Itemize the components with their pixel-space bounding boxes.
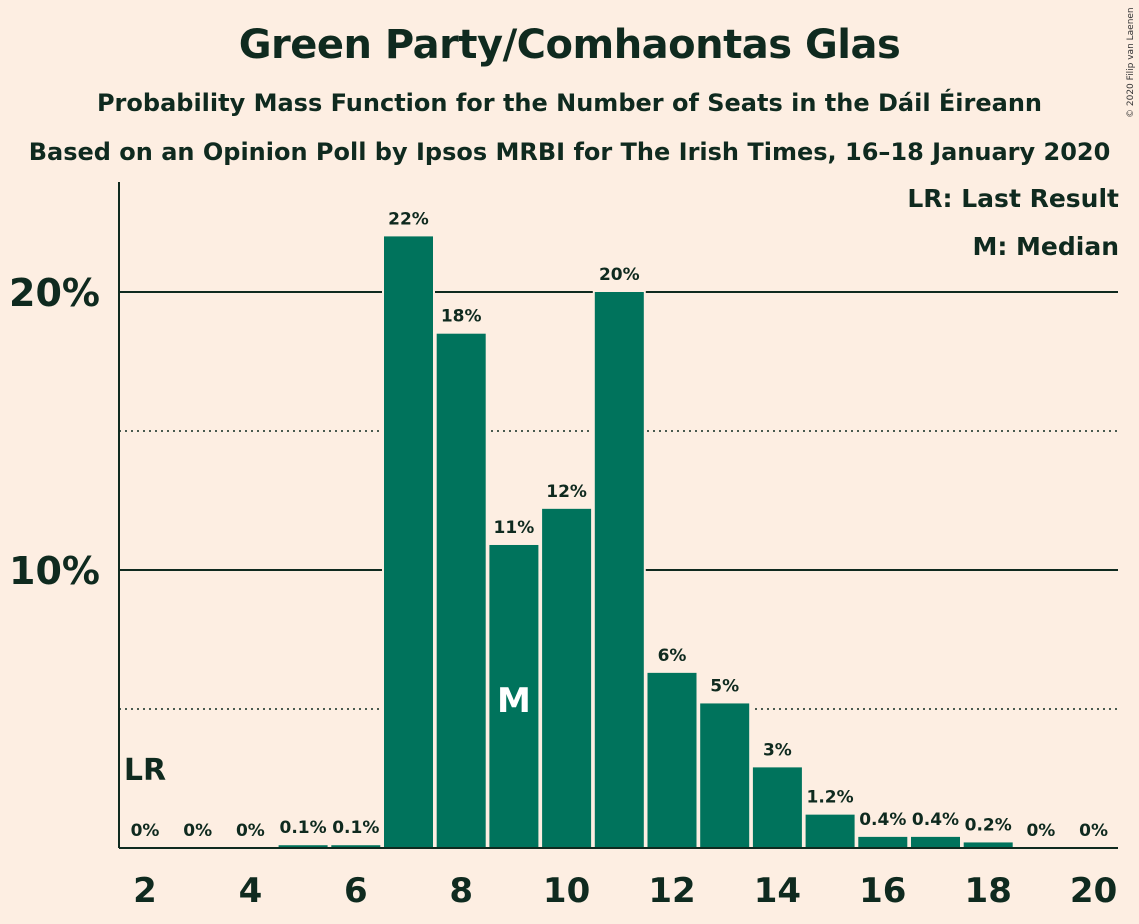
- x-tick-label: 12: [648, 871, 695, 911]
- x-tick-label: 4: [239, 871, 263, 911]
- y-tick-label: 20%: [9, 271, 100, 315]
- bar-value-label: 0%: [183, 821, 212, 841]
- bar: [805, 814, 855, 848]
- bar-value-label: 0.1%: [280, 818, 327, 838]
- bar-value-label: 18%: [441, 307, 482, 327]
- bar: [752, 767, 802, 848]
- chart-title: Green Party/Comhaontas Glas: [238, 22, 901, 68]
- chart-source-line: Based on an Opinion Poll by Ipsos MRBI f…: [28, 138, 1111, 166]
- bar-value-label: 0%: [1026, 821, 1055, 841]
- median-marker: M: [497, 681, 531, 721]
- axes: 10% 20% 2 4 6 8 10 12 14 16 18 20: [9, 182, 1118, 911]
- legend-last-result: LR: Last Result: [907, 184, 1119, 213]
- bar-value-label: 12%: [546, 482, 587, 502]
- x-tick-label: 10: [543, 871, 590, 911]
- bar-value-label: 0.2%: [965, 815, 1012, 835]
- bar-value-label: 0%: [1079, 821, 1108, 841]
- chart-subtitle: Probability Mass Function for the Number…: [96, 89, 1043, 117]
- bar-value-label: 0.1%: [332, 818, 379, 838]
- bar: [647, 672, 697, 848]
- bar-value-label: 22%: [388, 209, 429, 229]
- bar: [594, 292, 644, 848]
- bar-labels: 0% 0% 0% 0.1% 0.1%22%18%11%12%20%6%5%3%1.2%0…: [124, 209, 1108, 841]
- last-result-marker: LR: [124, 753, 166, 788]
- legend-median: M: Median: [972, 232, 1119, 261]
- bar-value-label: 20%: [599, 265, 640, 285]
- bar-value-label: 3%: [763, 740, 792, 760]
- bar-value-label: 5%: [710, 676, 739, 696]
- x-tick-label: 20: [1070, 871, 1117, 911]
- bar-value-label: 1.2%: [807, 788, 854, 808]
- bars: [276, 234, 1015, 848]
- x-tick-label: 14: [754, 871, 801, 911]
- bar: [542, 508, 592, 848]
- bar: [911, 836, 960, 848]
- bar: [489, 544, 539, 848]
- bar-value-label: 0%: [236, 821, 265, 841]
- x-tick-label: 2: [133, 871, 157, 911]
- x-tick-label: 18: [965, 871, 1012, 911]
- bar: [331, 845, 381, 848]
- y-tick-label: 10%: [9, 549, 100, 593]
- x-tick-label: 8: [449, 871, 473, 911]
- bar: [278, 845, 328, 848]
- bar: [858, 836, 908, 848]
- bar: [963, 842, 1013, 848]
- bar: [436, 333, 486, 848]
- x-tick-label: 16: [859, 871, 906, 911]
- bar-value-label: 0%: [131, 821, 160, 841]
- bar-value-label: 0.4%: [912, 810, 959, 830]
- bar-value-label: 0.4%: [859, 810, 906, 830]
- bar: [700, 703, 750, 848]
- bar-value-label: 6%: [658, 646, 687, 666]
- x-tick-label: 6: [344, 871, 368, 911]
- bar-value-label: 11%: [494, 518, 535, 538]
- bar: [384, 236, 433, 848]
